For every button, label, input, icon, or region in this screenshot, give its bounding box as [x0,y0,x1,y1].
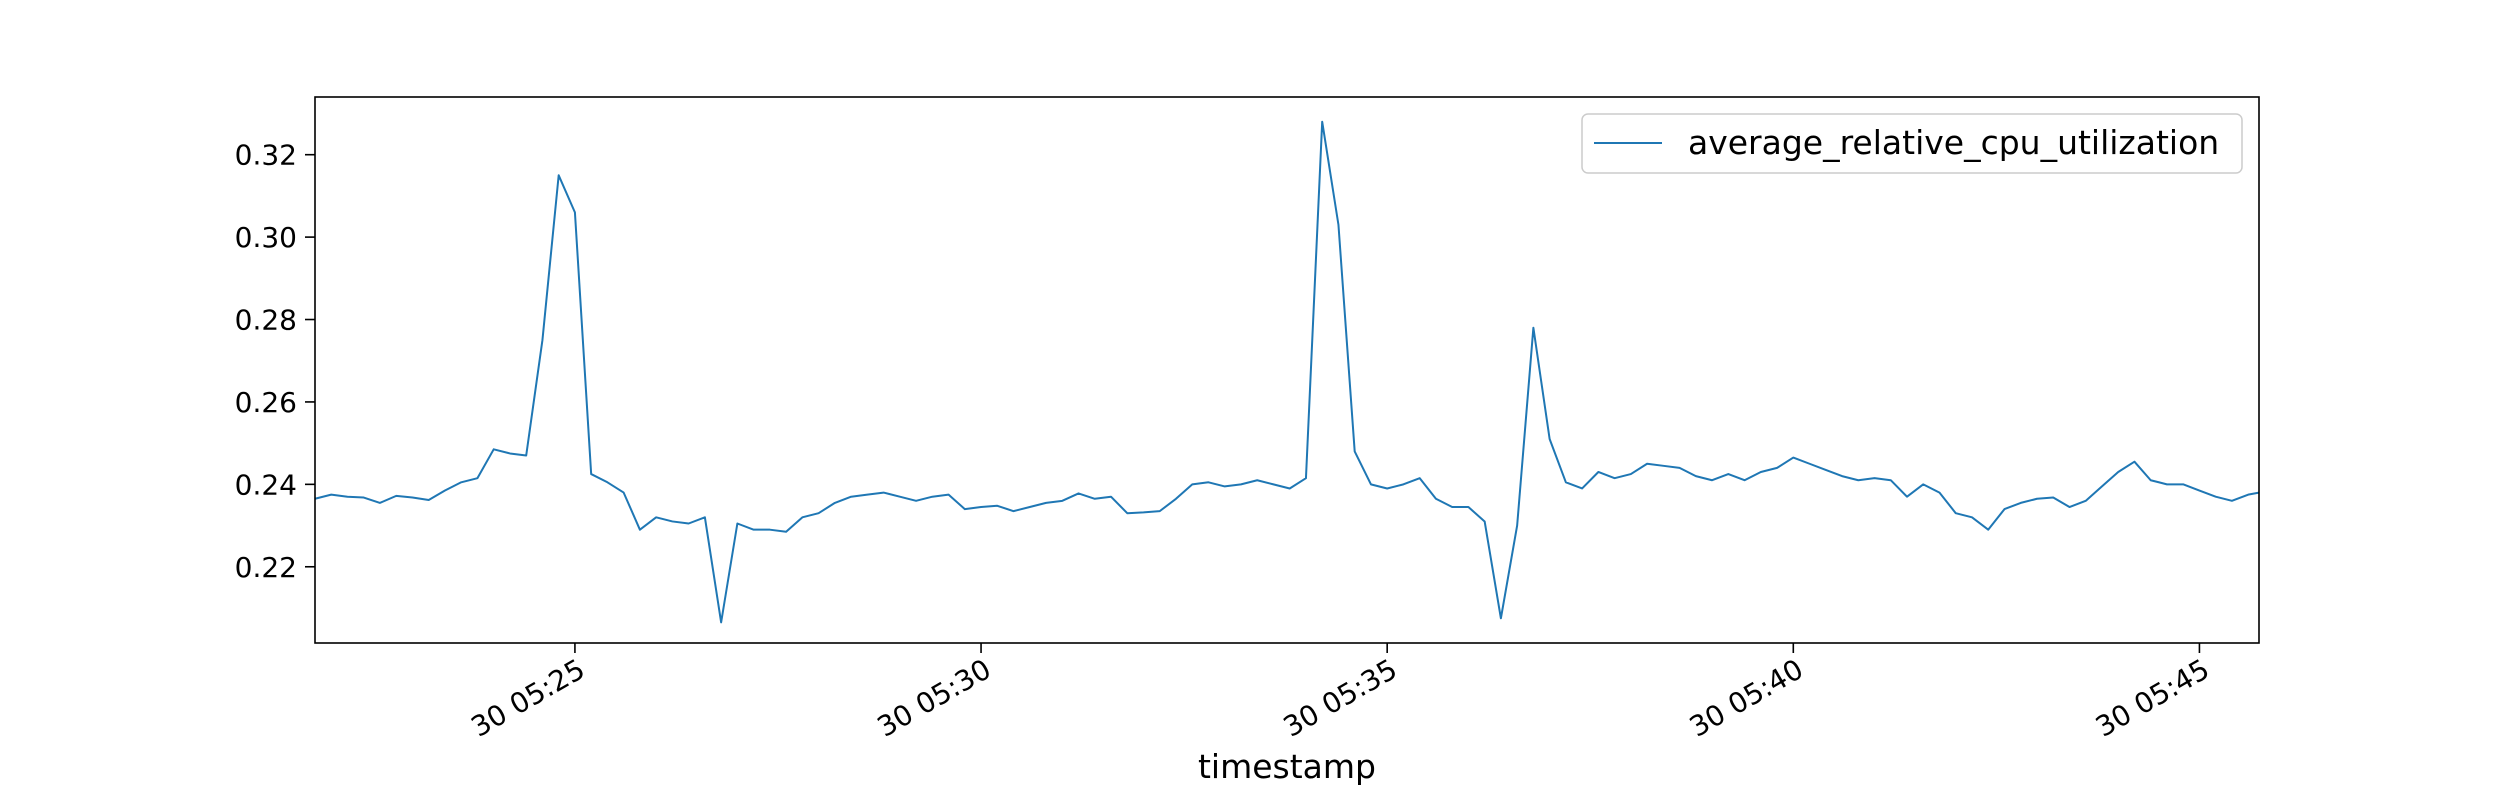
legend-entry-label: average_relative_cpu_utilization [1688,123,2219,162]
x-axis-label: timestamp [1198,747,1376,786]
y-tick-label: 0.22 [235,551,297,584]
x-tick-label: 30 05:35 [1278,652,1403,743]
x-tick-label: 30 05:25 [465,652,590,743]
y-tick-label: 0.32 [235,139,297,172]
y-tick-label: 0.28 [235,304,297,337]
y-tick-label: 0.24 [235,468,297,501]
x-tick-label: 30 05:45 [2090,652,2215,743]
y-tick-label: 0.26 [235,386,297,419]
y-tick-label: 0.30 [235,221,297,254]
y-axis: 0.22 0.24 0.26 0.28 0.30 0.32 [235,139,315,584]
x-tick-label: 30 05:30 [872,652,997,743]
legend: average_relative_cpu_utilization [1581,113,2243,174]
axes-frame [314,96,2260,644]
x-tick-label: 30 05:40 [1684,652,1809,743]
x-axis: 30 05:25 30 05:30 30 05:35 30 05:40 30 05:45 [465,643,2215,744]
plot-area [314,120,2260,624]
series-line-average-relative-cpu-utilization [314,120,2260,624]
legend-frame [1581,113,2243,174]
